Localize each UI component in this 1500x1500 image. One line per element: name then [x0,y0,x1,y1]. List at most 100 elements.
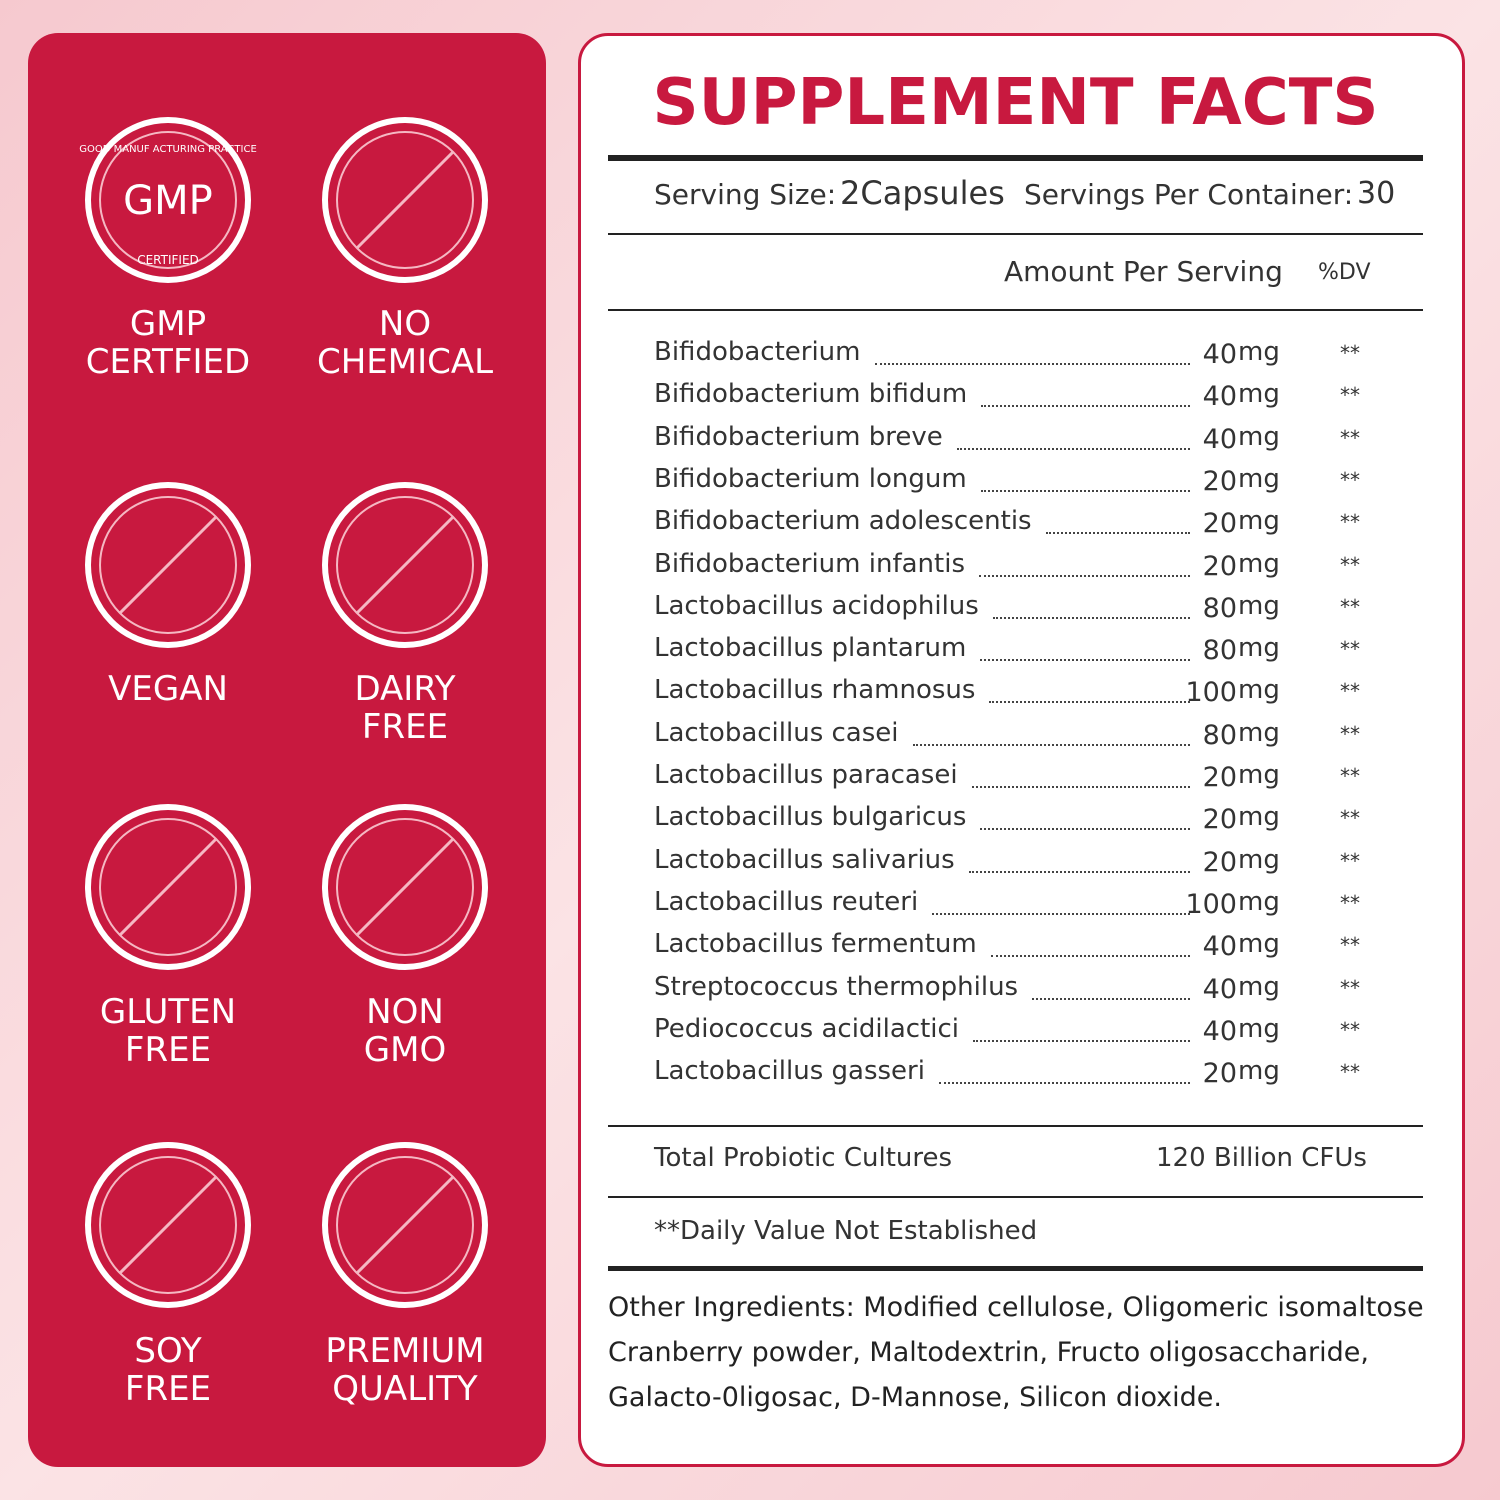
row-dv: ** [1340,890,1360,915]
servings-label: Servings Per Container: [1024,178,1354,211]
leader [956,447,1190,450]
leader [1045,532,1190,535]
leader [971,786,1190,788]
row-name: Bifidobacterium infantis [654,548,965,579]
row-dv: ** [1340,975,1360,1000]
leader [980,489,1190,492]
row-amount: 40 [1202,423,1237,455]
row-name: Lactobacillus paracasei [654,760,958,790]
row-dv: ** [1340,467,1360,492]
row-name: Bifidobacterium bifidum [654,379,968,410]
row-unit: mg [1238,760,1280,790]
leader [938,1082,1190,1085]
badge-label: PREMIUM [325,1331,485,1371]
row-unit: mg [1238,675,1280,706]
row-name: Bifidobacterium [654,337,861,367]
badge-label: GMP [129,304,207,344]
row-unit: mg [1238,717,1280,748]
row-dv: ** [1340,848,1360,873]
leader [980,828,1190,831]
badge-inner [99,818,237,956]
row-name: Bifidobacterium adolescentis [654,506,1032,537]
row-amount: 80 [1202,635,1237,667]
badge-slash [118,837,218,937]
row-unit: mg [1238,633,1280,664]
badge-label: DAIRY [354,669,456,709]
rule [608,309,1423,311]
leader [989,701,1190,704]
badge-icon-text: CERTIFIED [137,253,199,267]
rule [608,233,1423,235]
row-name: Lactobacillus gasseri [654,1056,925,1087]
badge-icon-text: GMP [123,178,213,224]
rule [608,1266,1423,1271]
leader [874,363,1190,365]
row-dv: ** [1340,341,1360,365]
row-unit: mg [1238,337,1280,367]
badge-label: FREE [361,707,449,747]
badge-label: CHEMICAL [316,342,494,382]
row-unit: mg [1238,506,1280,537]
row-amount: 40 [1202,339,1237,370]
row-unit: mg [1238,802,1280,833]
serving-size-label: Serving Size: [654,178,837,211]
row-dv: ** [1340,425,1360,450]
badge-label: GMO [363,1030,447,1070]
row-name: Lactobacillus rhamnosus [654,675,976,706]
leader [1032,997,1190,1000]
rule [608,1196,1423,1198]
badge-label: FREE [124,1030,212,1070]
other-ingredients-line: Other Ingredients: Modified cellulose, O… [608,1292,1424,1323]
row-dv: ** [1340,1060,1360,1085]
row-dv: ** [1340,679,1360,704]
row-unit: mg [1238,1013,1280,1044]
row-amount: 100 [1185,677,1237,709]
row-dv: ** [1340,806,1360,831]
badge-label: CERTFIED [85,342,251,382]
footnote: **Daily Value Not Established [654,1216,1038,1246]
icons: GMP GOOD MANUF ACTURING PRACTICE CERTIFIED [79,117,488,1308]
badge-inner [99,496,237,634]
badge-slash [118,515,218,615]
badge-slash [355,515,455,615]
rule [608,1125,1423,1127]
row-unit: mg [1238,1056,1280,1087]
amount-header: Amount Per Serving [1004,255,1283,288]
row-amount: 20 [1202,1058,1237,1090]
row-amount: 20 [1202,804,1237,836]
leader [932,912,1190,915]
dv-header: %DV [1318,260,1371,285]
badge-label: VEGAN [108,669,228,709]
badge-label: GLUTEN [99,992,237,1032]
row-name: Lactobacillus salivarius [654,844,955,875]
badge-icon-text: GOOD MANUF ACTURING PRACTICE [79,144,257,155]
row-amount: 20 [1202,846,1237,878]
total-label: Total Probiotic Cultures [654,1143,953,1173]
badge-label: FREE [124,1369,212,1409]
rule [608,155,1423,161]
badge-slash [355,837,455,937]
badge-inner [336,496,474,634]
row-name: Lactobacillus bulgaricus [654,802,967,833]
row-amount: 40 [1202,381,1237,413]
badge-label: NO [378,304,432,344]
row-name: Lactobacillus casei [654,717,899,748]
badge-inner [99,1156,237,1294]
row-dv: ** [1340,1017,1360,1042]
total-value: 120 Billion CFUs [1156,1143,1367,1173]
leader [978,574,1190,577]
row-name: Lactobacillus acidophilus [654,590,979,621]
leader [912,743,1190,746]
row-unit: mg [1238,548,1280,579]
row-name: Pediococcus acidilactici [654,1013,960,1044]
row-unit: mg [1238,590,1280,621]
badge-inner [99,131,237,269]
row-dv: ** [1340,764,1360,788]
facts-panel [578,33,1465,1467]
row-unit: mg [1238,971,1280,1002]
row-unit: mg [1238,844,1280,875]
badge-inner [336,818,474,956]
leader [992,616,1190,619]
row-dv: ** [1340,721,1360,746]
